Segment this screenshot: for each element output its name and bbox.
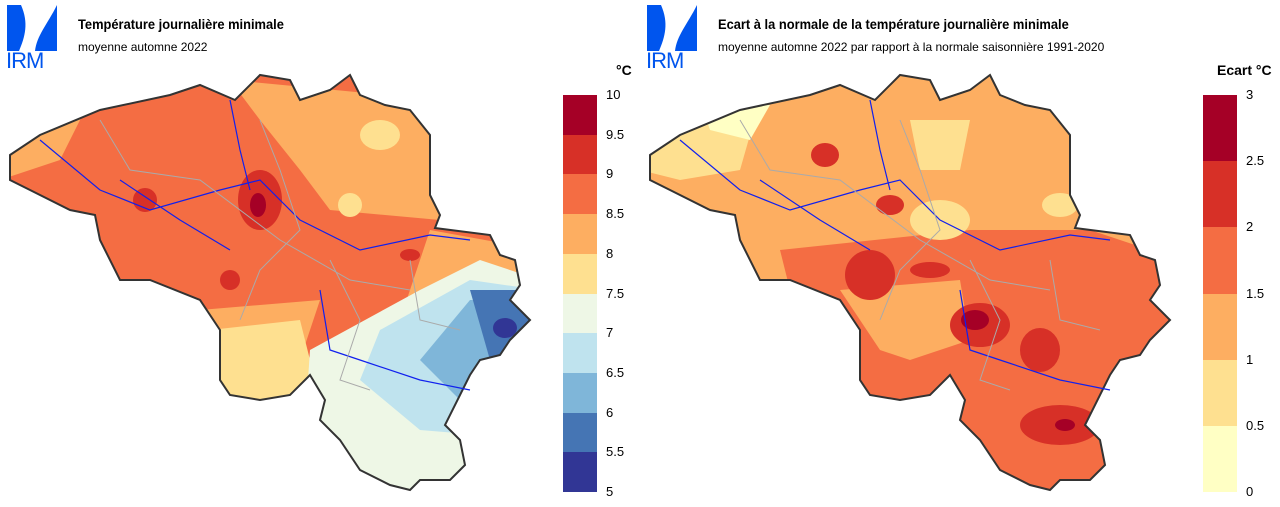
- legend-tick-label: 6: [606, 404, 614, 420]
- legend-tick-label: 10: [606, 87, 621, 102]
- legend-tick-label: 1: [1246, 351, 1254, 367]
- legend-tick-label: 7.5: [606, 285, 625, 301]
- legend-tick-label: 9: [606, 166, 614, 182]
- legend-color-bin: [1203, 293, 1237, 361]
- legend-tick-label: 7: [606, 325, 614, 341]
- legend-tick-label: 5.5: [606, 444, 625, 460]
- legend-tick-label: 8.5: [606, 206, 625, 222]
- map-title: Ecart à la normale de la température jou…: [718, 16, 1069, 32]
- legend-color-bin: [1203, 161, 1237, 228]
- left-panel: IRM Température journalière minimale moy…: [6, 5, 632, 499]
- legend-tick-label: 2: [1246, 219, 1254, 235]
- legend-color-bin: [1203, 227, 1237, 294]
- legend-tick-label: 6.5: [606, 364, 625, 380]
- legend-color-bin: [563, 134, 597, 175]
- legend-color-bin: [1203, 95, 1237, 162]
- map-subtitle: moyenne automne 2022 par rapport à la no…: [718, 40, 1105, 54]
- right-panel: IRM Ecart à la normale de la température…: [640, 0, 1280, 507]
- legend-color-bin: [563, 214, 597, 255]
- legend-tick-label: 0: [1246, 484, 1254, 499]
- legend-color-bin: [563, 95, 597, 136]
- legend-tick-label: 5: [606, 484, 614, 499]
- legend-color-bin: [563, 253, 597, 294]
- legend-color-bin: [563, 293, 597, 334]
- legend-tick-label: 0.5: [1246, 417, 1265, 433]
- legend-color-bin: [1203, 359, 1237, 427]
- legend-color-bin: [563, 333, 597, 374]
- irm-logo-icon: [7, 5, 57, 51]
- irm-logo-icon: [647, 5, 697, 51]
- anomaly-map: [649, 73, 1172, 492]
- legend-color-bin: [563, 452, 597, 493]
- map-title: Température journalière minimale: [78, 16, 284, 32]
- legend-unit: °C: [616, 62, 632, 78]
- legend-tick-label: 3: [1246, 87, 1254, 102]
- legend-color-bin: [563, 174, 597, 215]
- legend-unit: Ecart °C: [1217, 62, 1272, 78]
- legend-tick-label: 1.5: [1246, 285, 1265, 301]
- legend-color-bin: [563, 372, 597, 414]
- legend-color-bin: [1203, 425, 1237, 493]
- legend-tick-label: 8: [606, 245, 614, 261]
- legend-tick-label: 9.5: [606, 126, 625, 142]
- color-legend: 3 2.5 2 1.5 1 0.5 0: [1203, 87, 1264, 499]
- legend-tick-label: 2.5: [1246, 153, 1265, 169]
- irm-logo-text: IRM: [6, 48, 44, 73]
- temperature-map: [9, 73, 532, 492]
- map-subtitle: moyenne automne 2022: [78, 40, 208, 54]
- legend-color-bin: [563, 412, 597, 453]
- irm-logo-text: IRM: [646, 48, 684, 73]
- color-legend: 10 9.5 9 8.5 8 7.5 7 6.5 6 5.5 5: [563, 87, 624, 499]
